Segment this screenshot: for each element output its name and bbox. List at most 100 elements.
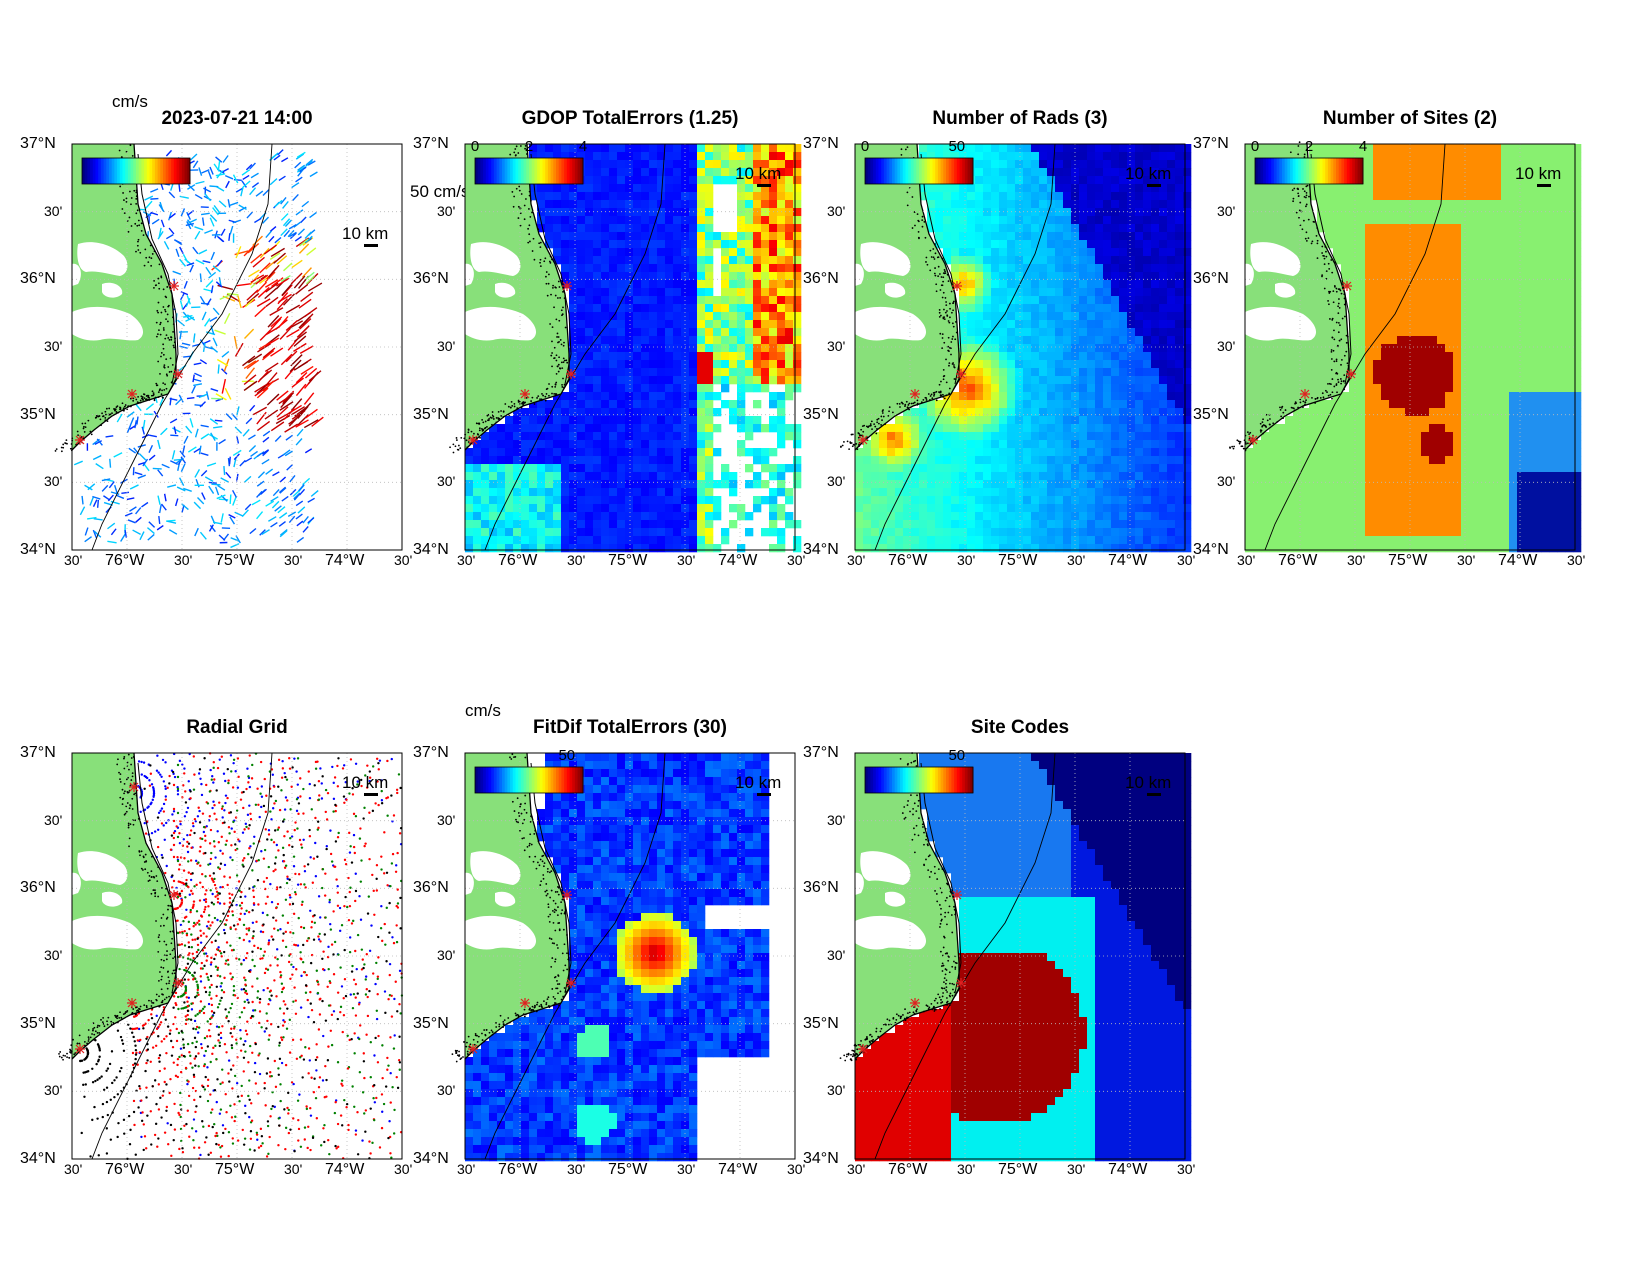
colorbar-tick-label: 0	[1250, 138, 1260, 155]
lat-tick-label: 30'	[1217, 473, 1236, 490]
scale-bar	[1147, 793, 1161, 796]
site-marker	[910, 389, 920, 399]
panel-site-codes	[839, 752, 1192, 1162]
colorbar	[81, 157, 191, 185]
site-marker	[562, 281, 572, 291]
panel-nrads	[840, 143, 1192, 553]
map-frame	[1244, 143, 1576, 551]
lat-tick-label: 30'	[44, 947, 63, 963]
panel-currents	[54, 143, 403, 551]
lon-tick-label: 30'	[1347, 552, 1366, 568]
lon-tick-label: 30'	[394, 552, 413, 568]
map-frame	[464, 143, 796, 551]
lon-tick-label: 76°W	[1278, 552, 1318, 569]
lon-tick-label: 30'	[394, 1161, 413, 1177]
lon-tick-label: 30'	[1177, 552, 1196, 568]
vector-scale-label: 50 cm/s	[410, 182, 470, 201]
site-marker	[1248, 435, 1258, 445]
lat-tick-label: 30'	[437, 947, 456, 963]
panel-title: 2023-07-21 14:00	[161, 108, 313, 129]
map-frame	[854, 752, 1186, 1160]
lon-tick-label: 74°W	[718, 1161, 758, 1178]
panel-fitdif	[451, 752, 796, 1162]
lon-tick-label: 76°W	[105, 1161, 145, 1178]
unit-label: cm/s	[112, 92, 148, 111]
scale-bar-label: 10 km	[1125, 164, 1172, 183]
lon-tick-label: 75°W	[215, 1161, 255, 1178]
site-marker	[858, 435, 868, 445]
lat-tick-label: 30'	[827, 947, 846, 963]
scale-bar	[757, 184, 771, 187]
site-marker	[956, 978, 966, 988]
lon-tick-label: 30'	[457, 1161, 476, 1177]
lat-tick-label: 34°N	[20, 1150, 56, 1167]
lat-tick-label: 34°N	[803, 1150, 839, 1167]
panel-title: GDOP TotalErrors (1.25)	[521, 108, 739, 129]
lat-tick-label: 30'	[827, 338, 846, 354]
site-marker	[858, 1044, 868, 1054]
lon-tick-label: 30'	[677, 1161, 696, 1177]
lat-tick-label: 30'	[827, 202, 846, 219]
site-marker	[169, 890, 179, 900]
map-frame	[71, 143, 403, 551]
scale-bar	[364, 793, 378, 796]
colorbar-tick-label: 50	[948, 747, 966, 764]
colorbar	[864, 157, 974, 185]
lat-tick-label: 34°N	[413, 1150, 449, 1167]
lat-tick-label: 34°N	[803, 541, 839, 558]
lon-tick-label: 75°W	[608, 552, 648, 569]
lat-tick-label: 30'	[437, 811, 456, 828]
lat-tick-label: 30'	[1217, 202, 1236, 219]
lon-tick-label: 75°W	[608, 1161, 648, 1178]
lat-tick-label: 30'	[437, 202, 456, 219]
site-marker	[566, 369, 576, 379]
site-marker	[956, 369, 966, 379]
lon-tick-label: 30'	[1067, 1161, 1086, 1177]
panel-title: Number of Rads (3)	[932, 108, 1108, 129]
lon-tick-label: 30'	[847, 1161, 866, 1177]
lon-tick-label: 75°W	[998, 552, 1038, 569]
site-marker	[520, 389, 530, 399]
lat-tick-label: 37°N	[1193, 135, 1229, 152]
lon-tick-label: 30'	[1457, 552, 1476, 568]
scale-bar-label: 10 km	[735, 164, 782, 183]
lat-tick-label: 35°N	[413, 1014, 449, 1032]
site-marker	[75, 435, 85, 445]
panel-title: Site Codes	[970, 717, 1070, 738]
lon-tick-label: 75°W	[215, 552, 255, 569]
lon-tick-label: 75°W	[998, 1161, 1038, 1178]
site-marker	[520, 998, 530, 1008]
lon-tick-label: 30'	[284, 1161, 303, 1177]
lat-tick-label: 36°N	[803, 879, 839, 897]
lon-tick-label: 30'	[677, 552, 696, 568]
lat-tick-label: 30'	[827, 1082, 846, 1099]
lat-tick-label: 30'	[437, 1082, 456, 1099]
lat-tick-label: 37°N	[413, 744, 449, 761]
site-marker	[566, 978, 576, 988]
lon-tick-label: 74°W	[325, 552, 365, 569]
lat-tick-label: 30'	[437, 338, 456, 354]
lon-tick-label: 74°W	[718, 552, 758, 569]
lat-tick-label: 30'	[44, 202, 63, 219]
lat-tick-label: 34°N	[413, 541, 449, 558]
lon-tick-label: 30'	[567, 1161, 586, 1177]
colorbar-tick-label: 2	[1304, 138, 1314, 155]
site-marker	[468, 1044, 478, 1054]
lon-tick-label: 30'	[1567, 552, 1586, 568]
lon-tick-label: 30'	[64, 552, 83, 568]
lat-tick-label: 30'	[827, 811, 846, 828]
scale-bar	[364, 244, 378, 247]
site-marker	[173, 978, 183, 988]
lat-tick-label: 30'	[44, 1082, 63, 1099]
lon-tick-label: 30'	[1237, 552, 1256, 568]
map-canvas	[839, 752, 1192, 1162]
lon-tick-label: 30'	[847, 552, 866, 568]
site-marker	[127, 389, 137, 399]
site-marker	[173, 369, 183, 379]
lon-tick-label: 76°W	[888, 552, 928, 569]
site-marker	[1346, 369, 1356, 379]
lon-tick-label: 76°W	[498, 1161, 538, 1178]
scale-bar-label: 10 km	[1125, 773, 1172, 792]
lat-tick-label: 35°N	[803, 405, 839, 423]
lon-tick-label: 30'	[1177, 1161, 1196, 1177]
